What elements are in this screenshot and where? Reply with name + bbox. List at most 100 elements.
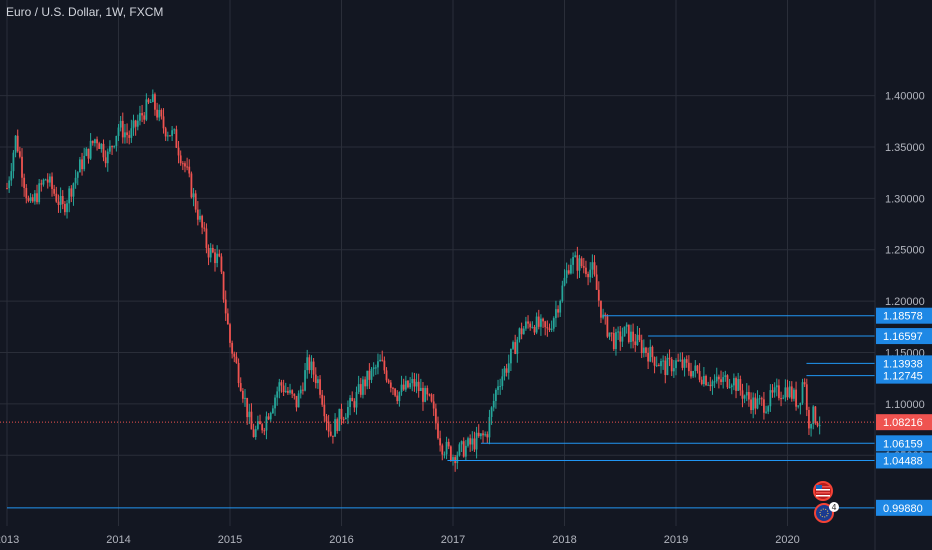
candle-body (16, 135, 19, 152)
candle-body (458, 444, 461, 456)
candle-body (104, 157, 107, 164)
candle-body (818, 425, 821, 427)
candle-body (778, 385, 780, 399)
candle-body (771, 390, 774, 393)
candle-body (462, 441, 465, 457)
candle-body (124, 132, 126, 138)
candle-body (763, 399, 765, 413)
candle-body (589, 269, 592, 278)
candle-body (482, 433, 484, 436)
price-tick-label: 1.30000 (885, 193, 925, 205)
candle-body (286, 390, 289, 393)
candle-body (758, 398, 761, 400)
candle-body (428, 394, 431, 396)
candle-body (325, 416, 328, 422)
candle-body (715, 376, 718, 382)
candle-body (121, 120, 124, 138)
candle-body (518, 328, 521, 340)
candle-body (795, 389, 797, 407)
current-price-label: 1.08216 (883, 417, 923, 429)
economic-events[interactable]: 4 (813, 481, 839, 523)
candle-body (91, 140, 94, 144)
time-tick-label: 2020 (775, 534, 799, 546)
candle-body (188, 166, 191, 174)
candle-body (561, 285, 564, 301)
candle-body (295, 395, 298, 408)
candle-body (570, 264, 572, 274)
candle-body (769, 390, 772, 407)
candle-body (775, 385, 778, 388)
candle-body (18, 151, 21, 157)
candle-body (649, 346, 652, 362)
candle-body (166, 135, 169, 137)
candle-body (467, 438, 469, 446)
candle-body (205, 228, 208, 249)
candle-body (642, 347, 645, 354)
candle-body (745, 392, 748, 396)
candle-body (224, 299, 227, 314)
candle-body (63, 204, 66, 213)
candle-body (259, 421, 261, 425)
candle-body (490, 407, 493, 417)
candle-body (765, 411, 767, 413)
candle-body (664, 360, 667, 375)
candle-body (475, 432, 478, 450)
candle-body (681, 359, 684, 368)
eu-stars-ring (819, 508, 829, 518)
candle-body (503, 368, 506, 377)
candle-body (707, 384, 710, 386)
candle-body (696, 365, 699, 371)
candle-body (192, 193, 195, 198)
candle-body (426, 388, 429, 395)
candle-body (417, 381, 420, 391)
candle-body (336, 419, 339, 431)
candle-body (739, 379, 742, 391)
candle-body (327, 421, 330, 432)
candle-body (111, 146, 113, 148)
candle-body (666, 357, 669, 375)
candle-body (477, 432, 480, 437)
candle-body (651, 346, 654, 358)
flag-stripe (816, 489, 830, 491)
candle-body (141, 113, 143, 116)
candle-body (516, 339, 519, 354)
candle-body (439, 438, 442, 446)
time-axis[interactable]: 2013 2014 2015 2016 2017 2018 2019 2020 (0, 534, 800, 546)
candle-body (312, 361, 315, 375)
candle-body (404, 380, 407, 390)
candle-body (173, 129, 176, 131)
flag-stripe (816, 495, 830, 497)
candle-body (449, 446, 452, 461)
candle-body (730, 385, 733, 388)
us-flag-icon[interactable] (813, 481, 833, 501)
eu-flag-icon[interactable]: 4 (814, 502, 839, 523)
candle-body (687, 362, 690, 372)
candle-body (720, 379, 722, 383)
level-price-label: 1.06159 (883, 438, 923, 450)
candle-body (702, 376, 705, 385)
candle-body (557, 309, 559, 313)
candle-body (398, 392, 401, 402)
candle-body (486, 434, 489, 438)
candle-body (713, 381, 716, 383)
candle-body (132, 120, 135, 129)
candle-body (790, 386, 793, 399)
level-price-tag (876, 355, 932, 372)
candle-body (788, 386, 791, 398)
candle-body (780, 398, 782, 400)
candle-body (306, 357, 309, 371)
candle-body (593, 262, 596, 275)
candle-body (494, 389, 497, 401)
horizontal-levels[interactable] (0, 315, 875, 509)
candle-body (683, 359, 686, 368)
candle-body (565, 270, 568, 278)
candle-body (430, 394, 433, 402)
candle-body (471, 438, 474, 445)
candle-body (156, 109, 158, 118)
candle-body (645, 347, 647, 353)
candle-body (130, 128, 133, 138)
candle-body (241, 390, 244, 399)
candle-body (145, 99, 148, 120)
level-price-tag (876, 307, 932, 324)
